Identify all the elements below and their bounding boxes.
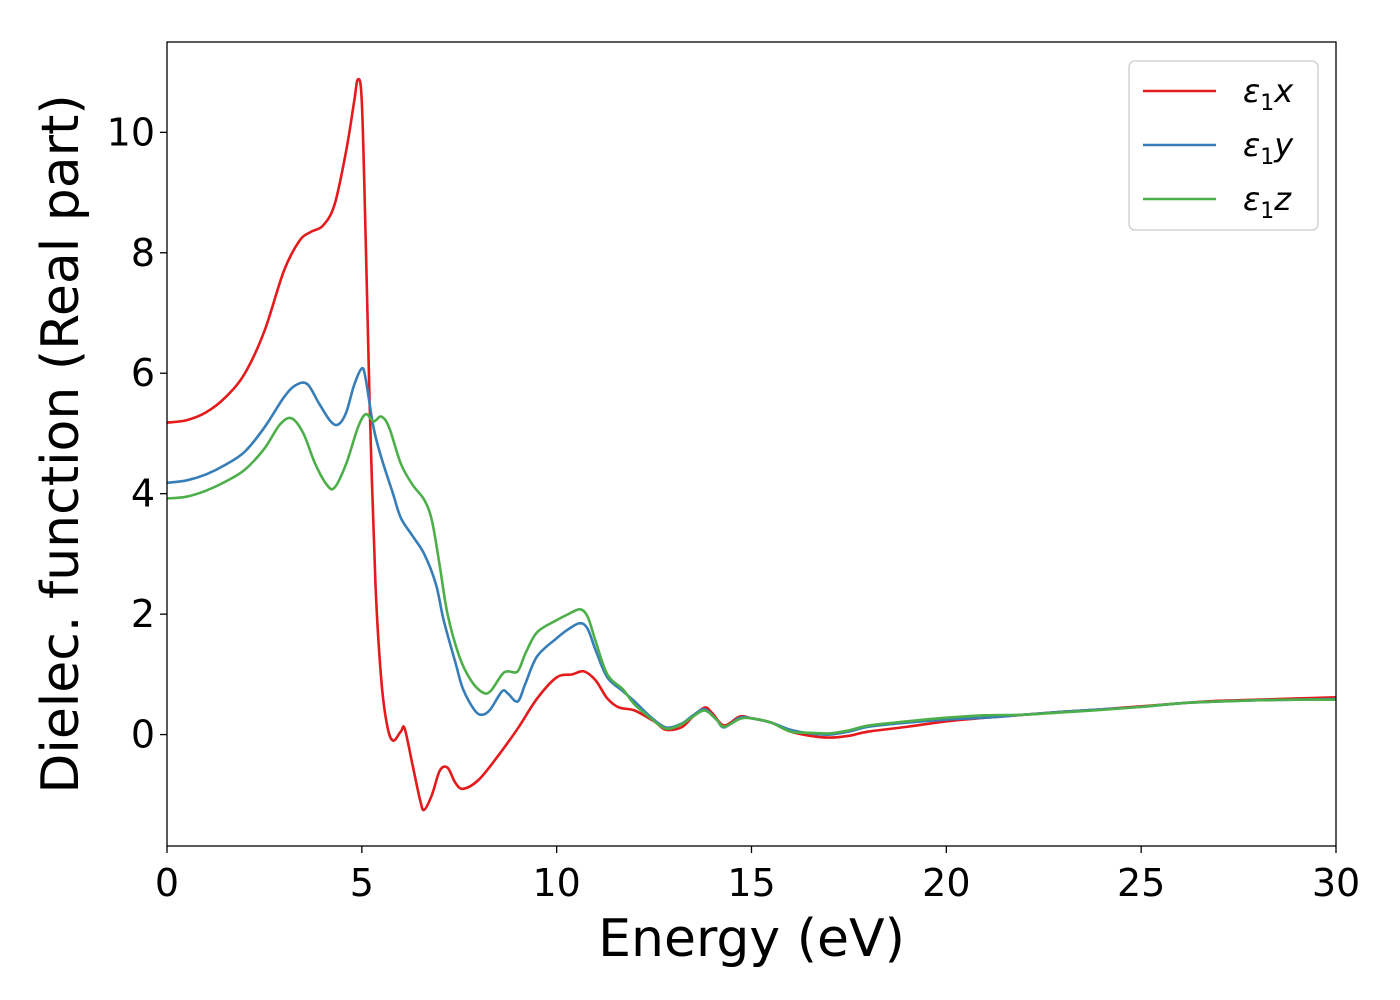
legend-label-subscript: 1 [1260,199,1274,224]
x-tick-label: 10 [532,861,580,905]
legend-item-z: ε1z [1143,180,1292,224]
y-tick-label: 6 [131,351,155,395]
legend-item-x: ε1x [1143,72,1294,116]
y-axis-ticks: 0 2 4 6 8 10 [107,110,167,757]
y-tick-label: 10 [107,110,155,154]
series-line-x [167,77,1336,812]
y-axis-label: Dielec. function (Real part) [31,94,91,793]
legend-box [1128,60,1319,231]
legend-label-variable: y [1273,126,1294,164]
y-tick-label: 0 [131,713,155,757]
plot-area [167,77,1336,812]
legend-label: ε1x [1243,72,1294,116]
x-tick-label: 20 [922,861,970,905]
y-tick-label: 4 [131,472,155,516]
x-tick-label: 0 [155,861,179,905]
legend-label-subscript: 1 [1260,145,1274,170]
legend-item-y: ε1y [1143,126,1294,170]
plot-frame [166,41,1337,847]
series-line-z [167,412,1336,735]
legend-label: ε1y [1243,126,1294,170]
legend-label-variable: z [1273,180,1292,218]
legend-label-symbol: ε [1243,180,1260,218]
x-axis-ticks: 0 5 10 15 20 25 30 [155,846,1360,905]
x-tick-label: 15 [727,861,775,905]
y-tick-label: 2 [131,592,155,636]
x-axis-label: Energy (eV) [598,909,905,969]
legend-label-subscript: 1 [1260,91,1274,116]
legend-label: ε1z [1243,180,1292,224]
legend-label-symbol: ε [1243,72,1260,110]
legend-label-symbol: ε [1243,126,1260,164]
y-tick-label: 8 [131,231,155,275]
x-tick-label: 25 [1117,861,1165,905]
x-tick-label: 30 [1312,861,1360,905]
legend-label-variable: x [1273,72,1294,110]
x-tick-label: 5 [350,861,374,905]
